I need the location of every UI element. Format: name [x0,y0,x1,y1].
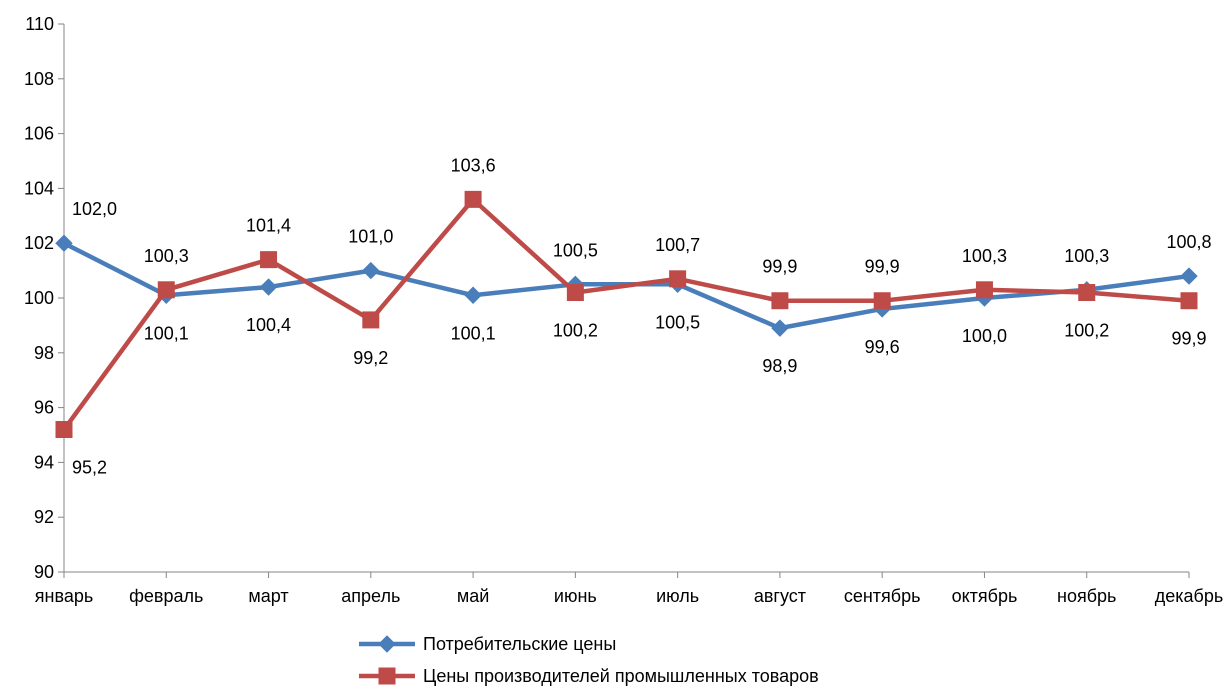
data-point [771,292,789,310]
data-label-producer: 99,9 [762,257,797,277]
data-point [362,261,380,280]
x-tick-label: февраль [129,586,203,606]
data-label-consumer: 100,1 [451,323,496,343]
data-point [873,292,891,310]
data-label-producer: 100,2 [1064,321,1109,341]
series-line [62,197,1190,431]
x-tick-label: декабрь [1155,586,1224,606]
data-label-producer: 99,9 [1171,329,1206,349]
x-axis: январь февраль март апрель май июнь июль август… [35,571,1224,606]
series-producer-prices [55,190,1198,439]
data-label-consumer: 102,0 [72,199,117,219]
y-tick-label: 92 [34,507,54,527]
y-tick-label: 98 [34,343,54,363]
x-tick-label: апрель [341,586,400,606]
legend-label: Потребительские цены [423,633,617,654]
data-label-consumer: 99,6 [865,337,900,357]
data-point [566,284,584,302]
data-label-producer: 100,2 [553,321,598,341]
data-point [464,286,482,304]
data-label-producer: 99,2 [353,348,388,368]
data-point [975,281,993,299]
y-tick-label: 104 [24,178,54,198]
x-tick-label: март [248,586,288,606]
x-tick-label: май [457,586,489,606]
y-tick-label: 90 [34,562,54,582]
x-tick-label: октябрь [952,586,1018,606]
data-label-producer: 101,4 [246,216,291,236]
data-label-producer: 103,6 [451,155,496,175]
data-label-consumer: 100,1 [144,323,189,343]
data-point [1180,267,1198,285]
legend: Потребительские цены Цены производителей… [355,628,819,692]
x-tick-label: январь [35,586,93,606]
data-label-producer: 100,3 [962,246,1007,266]
data-point [362,311,380,329]
data-point [259,278,278,296]
x-tick-label: август [754,586,806,606]
legend-swatch-marker [378,635,396,653]
legend-swatch-graphic [359,635,415,653]
data-label-consumer: 100,5 [655,312,700,332]
data-point [157,281,175,299]
x-tick-label: июнь [554,586,597,606]
legend-item-consumer-prices: Потребительские цены [355,628,819,660]
x-tick-label: ноябрь [1057,586,1116,606]
data-labels: 102,0 95,2 100,1 100,3 100,4 101,4 101,0 99,2 10… [72,155,1212,477]
data-label-consumer: 100,4 [246,315,291,335]
data-label-producer: 99,9 [865,257,900,277]
legend-swatch-marker [378,667,396,685]
legend-label: Цены производителей промышленных товаров [423,665,819,686]
data-label-producer: 95,2 [72,458,107,478]
y-tick-label: 110 [25,14,54,34]
y-tick-label: 102 [24,233,54,253]
y-tick-label: 108 [24,69,54,89]
y-tick-label: 100 [24,288,54,308]
data-label-consumer: 100,5 [553,240,598,260]
y-tick-label: 94 [34,452,54,472]
legend-item-producer-prices: Цены производителей промышленных товаров [355,660,819,692]
data-point [1078,284,1096,302]
y-tick-label: 96 [34,398,54,418]
y-axis: 90 92 94 96 98 100 102 104 106 108 110 [24,14,65,582]
legend-swatch-graphic [359,667,415,685]
data-point [55,421,73,439]
data-point [55,234,73,252]
data-label-consumer: 100,8 [1166,232,1211,252]
x-tick-label: июль [656,586,699,606]
data-point [1180,292,1198,310]
data-label-producer: 100,3 [144,246,189,266]
legend-swatch-diamond-icon [355,632,419,656]
data-label-consumer: 98,9 [762,356,797,376]
data-label-consumer: 100,0 [962,326,1007,346]
series-lines [55,190,1198,439]
data-point [771,319,789,337]
y-tick-label: 106 [24,124,54,144]
legend-swatch-square-icon [355,664,419,688]
data-point [464,190,482,208]
data-point [260,251,278,269]
x-tick-label: сентябрь [844,586,921,606]
data-label-consumer: 101,0 [348,227,393,247]
data-point [669,270,687,288]
data-label-producer: 100,7 [655,235,700,255]
data-label-consumer: 100,3 [1064,246,1109,266]
